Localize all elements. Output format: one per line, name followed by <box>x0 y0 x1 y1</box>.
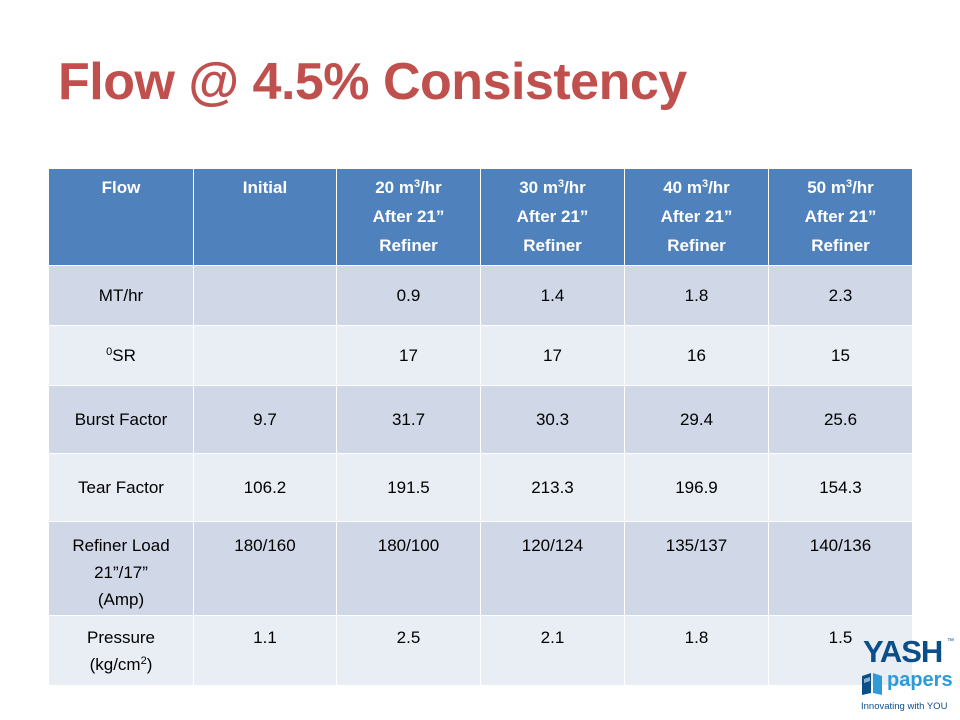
logo-trademark: ™ <box>947 638 954 645</box>
table-row-pressure: Pressure (kg/cm2) 1.1 2.5 2.1 1.8 1.5 <box>48 615 913 686</box>
yash-papers-logo: YASH ™ papers Innovating with YOU <box>855 636 955 716</box>
row-label: Refiner Load 21”/17” (Amp) <box>48 521 194 616</box>
table-row-mt-hr: MT/hr 0.9 1.4 1.8 2.3 <box>48 265 913 326</box>
table-cell: 25.6 <box>768 385 913 454</box>
header-initial: Initial <box>193 168 337 266</box>
table-cell: 16 <box>624 325 769 386</box>
slide-title: Flow @ 4.5% Consistency <box>58 53 687 111</box>
row-label: Burst Factor <box>48 385 194 454</box>
header-flow: Flow <box>48 168 194 266</box>
logo-tagline: Innovating with YOU <box>861 701 948 712</box>
header-40m3: 40 m3/hr After 21” Refiner <box>624 168 769 266</box>
table-cell: 1.5 <box>768 615 913 686</box>
table-cell <box>193 265 337 326</box>
table-cell: 140/136 <box>768 521 913 616</box>
table-cell: 0.9 <box>336 265 481 326</box>
table-cell: 29.4 <box>624 385 769 454</box>
table-cell: 135/137 <box>624 521 769 616</box>
table-row-tear-factor: Tear Factor 106.2 191.5 213.3 196.9 154.… <box>48 453 913 522</box>
table-cell: 1.8 <box>624 615 769 686</box>
table-cell: 2.3 <box>768 265 913 326</box>
table-row-sr: 0SR 17 17 16 15 <box>48 325 913 386</box>
logo-subword: papers <box>887 669 953 691</box>
table-cell: 17 <box>480 325 625 386</box>
table-cell: 191.5 <box>336 453 481 522</box>
logo-wordmark: YASH <box>863 634 943 669</box>
table-cell: 120/124 <box>480 521 625 616</box>
header-30m3: 30 m3/hr After 21” Refiner <box>480 168 625 266</box>
data-table: Flow Initial 20 m3/hr After 21” Refiner … <box>48 168 913 686</box>
row-label: MT/hr <box>48 265 194 326</box>
table-header-row: Flow Initial 20 m3/hr After 21” Refiner … <box>48 168 913 266</box>
table-cell: 180/100 <box>336 521 481 616</box>
table-cell: 213.3 <box>480 453 625 522</box>
table-row-burst-factor: Burst Factor 9.7 31.7 30.3 29.4 25.6 <box>48 385 913 454</box>
table-cell <box>193 325 337 386</box>
table-cell: 1.4 <box>480 265 625 326</box>
table-cell: 17 <box>336 325 481 386</box>
table-cell: 2.5 <box>336 615 481 686</box>
book-icon <box>862 673 882 695</box>
row-label: Tear Factor <box>48 453 194 522</box>
table-cell: 196.9 <box>624 453 769 522</box>
header-50m3: 50 m3/hr After 21” Refiner <box>768 168 913 266</box>
table-cell: 31.7 <box>336 385 481 454</box>
row-label: Pressure (kg/cm2) <box>48 615 194 686</box>
table-cell: 30.3 <box>480 385 625 454</box>
table-cell: 15 <box>768 325 913 386</box>
table-cell: 180/160 <box>193 521 337 616</box>
table-cell: 1.1 <box>193 615 337 686</box>
table-row-refiner-load: Refiner Load 21”/17” (Amp) 180/160 180/1… <box>48 521 913 616</box>
header-20m3: 20 m3/hr After 21” Refiner <box>336 168 481 266</box>
table-cell: 9.7 <box>193 385 337 454</box>
row-label: 0SR <box>48 325 194 386</box>
table-cell: 154.3 <box>768 453 913 522</box>
table-cell: 2.1 <box>480 615 625 686</box>
table-cell: 1.8 <box>624 265 769 326</box>
table-cell: 106.2 <box>193 453 337 522</box>
